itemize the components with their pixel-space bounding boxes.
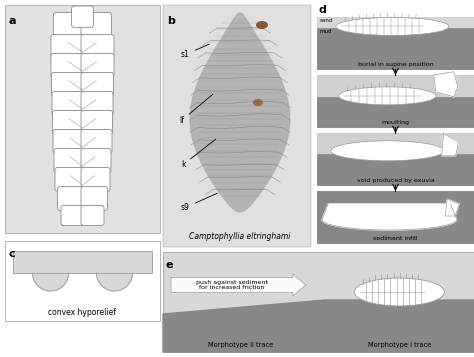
Text: moulting: moulting	[382, 120, 410, 125]
Polygon shape	[190, 13, 290, 212]
FancyBboxPatch shape	[55, 167, 84, 191]
Ellipse shape	[331, 141, 444, 161]
Bar	[163, 5, 311, 247]
Polygon shape	[171, 274, 306, 296]
Polygon shape	[322, 204, 457, 230]
Text: s9: s9	[181, 193, 218, 212]
Text: k: k	[181, 139, 216, 169]
FancyBboxPatch shape	[81, 206, 104, 226]
Text: e: e	[166, 260, 173, 270]
Bar	[317, 17, 474, 69]
FancyBboxPatch shape	[52, 91, 84, 116]
Bar	[317, 75, 474, 127]
FancyBboxPatch shape	[57, 186, 84, 211]
Polygon shape	[33, 273, 69, 291]
Text: c: c	[9, 249, 16, 259]
Ellipse shape	[253, 99, 263, 106]
Polygon shape	[445, 199, 459, 216]
Bar	[13, 251, 152, 273]
Ellipse shape	[355, 278, 444, 306]
FancyBboxPatch shape	[81, 167, 110, 191]
Text: Camptophyllia eltringhami: Camptophyllia eltringhami	[189, 232, 291, 241]
Bar	[317, 154, 474, 185]
Text: push against sediment
for increased friction: push against sediment for increased fric…	[196, 280, 268, 290]
Bar	[317, 191, 474, 243]
Text: Morphotype I trace: Morphotype I trace	[368, 342, 431, 348]
Ellipse shape	[336, 17, 449, 35]
FancyBboxPatch shape	[81, 72, 113, 96]
FancyBboxPatch shape	[81, 130, 112, 154]
Text: Morphotype II trace: Morphotype II trace	[208, 342, 273, 348]
FancyBboxPatch shape	[54, 149, 84, 172]
Bar	[5, 5, 160, 233]
Bar	[163, 252, 474, 352]
Text: d: d	[319, 5, 327, 15]
Bar	[317, 133, 474, 185]
FancyBboxPatch shape	[61, 206, 84, 226]
Polygon shape	[97, 273, 132, 291]
FancyBboxPatch shape	[72, 6, 93, 27]
Text: mud: mud	[320, 29, 332, 34]
FancyBboxPatch shape	[81, 111, 112, 135]
FancyBboxPatch shape	[81, 12, 111, 40]
FancyBboxPatch shape	[81, 35, 114, 59]
Bar	[317, 29, 474, 69]
Text: void produced by exuvia: void produced by exuvia	[356, 178, 434, 183]
Bar	[5, 241, 160, 321]
Text: convex hyporelief: convex hyporelief	[48, 308, 117, 317]
FancyBboxPatch shape	[53, 111, 84, 135]
FancyBboxPatch shape	[81, 91, 113, 116]
FancyBboxPatch shape	[81, 149, 111, 172]
Ellipse shape	[339, 87, 436, 105]
Polygon shape	[434, 72, 458, 97]
Bar	[317, 75, 474, 97]
FancyBboxPatch shape	[51, 35, 84, 59]
FancyBboxPatch shape	[52, 72, 84, 96]
Polygon shape	[163, 300, 474, 352]
Text: lf: lf	[179, 94, 213, 125]
Text: sediment infill: sediment infill	[373, 236, 418, 241]
Bar	[317, 191, 474, 243]
FancyBboxPatch shape	[54, 12, 84, 40]
Polygon shape	[442, 134, 458, 156]
Text: burial in supine position: burial in supine position	[358, 62, 433, 67]
FancyBboxPatch shape	[51, 54, 84, 77]
FancyBboxPatch shape	[53, 130, 84, 154]
Text: b: b	[167, 16, 175, 26]
Ellipse shape	[256, 21, 268, 29]
Text: s1: s1	[181, 44, 210, 59]
Text: a: a	[9, 16, 17, 26]
Bar	[317, 133, 474, 154]
Bar	[317, 17, 474, 29]
Bar	[317, 97, 474, 127]
Text: sand: sand	[320, 18, 333, 23]
FancyBboxPatch shape	[81, 54, 114, 77]
FancyBboxPatch shape	[81, 186, 108, 211]
